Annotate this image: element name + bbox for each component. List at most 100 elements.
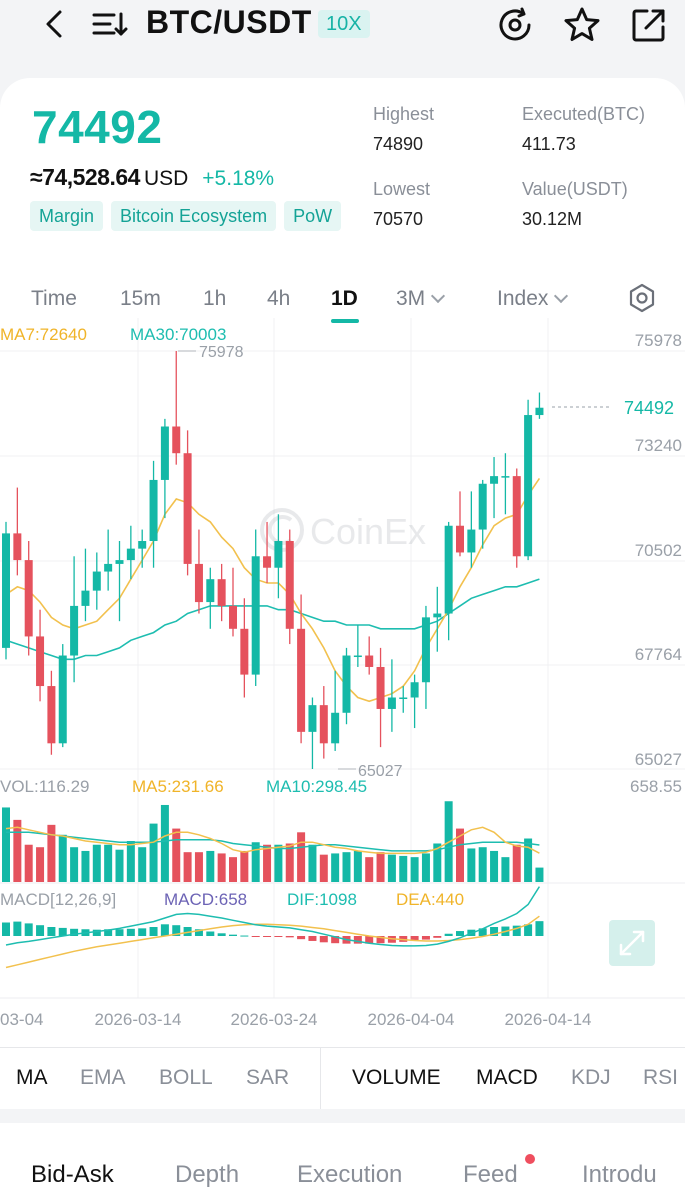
tab-index[interactable]: Index (497, 287, 569, 311)
candle-body (58, 655, 67, 744)
volume-bar (160, 804, 169, 882)
candle-body (342, 655, 351, 713)
volume-bar (433, 843, 442, 882)
candle-body (433, 613, 442, 618)
leverage-badge: 10X (318, 10, 370, 38)
dif-line (5, 886, 541, 947)
date-label: 2026-03-24 (231, 1010, 318, 1029)
macd-bar (308, 936, 317, 941)
macd-bar (126, 928, 135, 936)
volume-bar (240, 850, 249, 882)
tag-bitcoin-ecosystem[interactable]: Bitcoin Ecosystem (111, 201, 277, 231)
candle (183, 430, 192, 576)
indicator-sar[interactable]: SAR (246, 1066, 290, 1089)
volume-bar (285, 843, 294, 882)
indicator-ma[interactable]: MA (16, 1066, 48, 1089)
tag-pow[interactable]: PoW (284, 201, 342, 231)
candle-body (115, 560, 124, 564)
volume-bar (274, 844, 283, 882)
chart-settings-icon[interactable] (628, 283, 656, 313)
vol-ma5-line (5, 826, 540, 855)
volume-bar (353, 850, 362, 882)
candle (444, 521, 453, 641)
macd-bar (297, 936, 306, 940)
candle-body (501, 476, 510, 478)
vol-ma5-legend: MA5:231.66 (132, 777, 224, 796)
tab-introduction[interactable]: Introdu (582, 1161, 657, 1188)
indicator-rsi[interactable]: RSI (643, 1066, 679, 1089)
macd-bar (194, 929, 203, 936)
dea-legend: DEA:440 (396, 890, 464, 909)
macd-bar (13, 921, 22, 936)
fullscreen-button[interactable] (609, 920, 655, 966)
dif-legend: DIF:1098 (287, 890, 357, 909)
candle-body (104, 563, 113, 572)
tab-15m[interactable]: 15m (120, 287, 161, 310)
tab-depth[interactable]: Depth (175, 1161, 240, 1188)
share-icon[interactable] (630, 6, 668, 44)
pair-title[interactable]: BTC/USDT (146, 4, 312, 40)
macd-legend-value: MACD:658 (164, 890, 247, 909)
candle-body (478, 483, 487, 530)
candle-body (297, 628, 306, 732)
tab-execution[interactable]: Execution (297, 1161, 403, 1188)
indicator-boll[interactable]: BOLL (159, 1066, 213, 1089)
lowest-value: 70570 (373, 209, 424, 229)
candle (2, 521, 10, 660)
candle (194, 529, 203, 614)
candle (149, 460, 158, 568)
tab-1d[interactable]: 1D (331, 287, 358, 310)
volume-bar (36, 847, 45, 882)
candle-body (285, 541, 294, 629)
volume-bar (251, 842, 260, 882)
candle-body (251, 556, 260, 675)
tab-feed[interactable]: Feed (463, 1161, 518, 1188)
ma30-legend: MA30:70003 (130, 325, 226, 344)
watch-icon[interactable] (496, 6, 534, 44)
tab-1h[interactable]: 1h (203, 287, 227, 310)
candle (456, 491, 464, 557)
candle (501, 453, 510, 515)
volume-bar (104, 844, 113, 882)
current-price-tag (612, 391, 685, 423)
tag-list: Margin Bitcoin Ecosystem PoW (30, 201, 342, 231)
executed-value: 411.73 (522, 134, 576, 154)
volume-bar (387, 854, 396, 882)
candle-body (24, 560, 33, 637)
list-icon[interactable] (92, 8, 128, 40)
candle (115, 541, 124, 622)
ma7-legend: MA7:72640 (0, 325, 87, 344)
candle-body (399, 697, 408, 700)
macd-bar (240, 935, 249, 937)
candle-body (456, 525, 464, 553)
tab-time[interactable]: Time (31, 287, 77, 310)
star-icon[interactable] (563, 6, 601, 44)
candle-body (387, 697, 396, 709)
macd-panel (2, 886, 544, 969)
tab-4h[interactable]: 4h (267, 287, 291, 310)
macd-bar (2, 922, 10, 936)
tab-3m[interactable]: 3M (396, 287, 446, 311)
tab-bid-ask[interactable]: Bid-Ask (31, 1161, 114, 1188)
indicator-volume[interactable]: VOLUME (352, 1066, 441, 1089)
candle (387, 659, 396, 732)
macd-bar (58, 927, 67, 936)
indicator-macd[interactable]: MACD (476, 1066, 538, 1089)
back-icon[interactable] (36, 6, 72, 42)
candle (399, 686, 408, 713)
macd-legend-name: MACD[12,26,9] (0, 890, 116, 909)
macd-bar (421, 936, 430, 940)
candle (206, 567, 215, 629)
tag-margin[interactable]: Margin (30, 201, 104, 231)
chart-area[interactable]: CoinEx 75978 73240 70502 67764 65027 MA7… (0, 318, 685, 1038)
kline-chart[interactable]: CoinEx 75978 73240 70502 67764 65027 MA7… (0, 318, 685, 1038)
indicator-kdj[interactable]: KDJ (571, 1066, 611, 1089)
candle (274, 514, 283, 599)
last-price: 74492 (32, 101, 163, 153)
indicator-ema[interactable]: EMA (80, 1066, 126, 1089)
candle-body (194, 563, 203, 603)
candle (467, 491, 476, 568)
macd-bar (376, 936, 385, 944)
volume-bar (365, 857, 374, 882)
volume-bar (70, 847, 79, 882)
